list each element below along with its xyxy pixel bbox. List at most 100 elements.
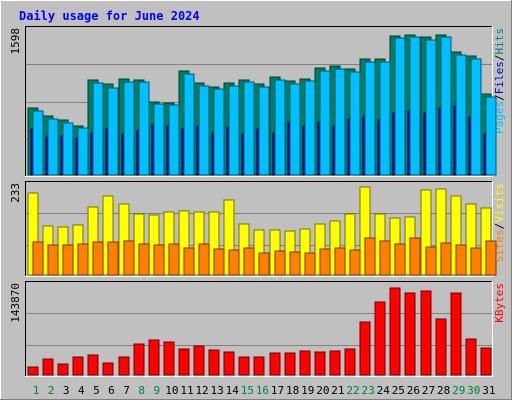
bar-pages-day-29	[455, 54, 467, 176]
bar-kbytes-day-2	[42, 358, 54, 376]
bar-pages-day-9	[153, 103, 165, 176]
bar-sites-day-2	[47, 244, 59, 276]
bar-pages-day-2	[47, 118, 59, 176]
bar-sites-day-27	[425, 246, 437, 276]
bar-sites-day-14	[228, 249, 240, 276]
bar-pages-day-26	[409, 36, 421, 176]
bar-sites-day-17	[274, 250, 286, 276]
bar-sites-day-10	[168, 243, 180, 276]
bar-pages-day-5	[92, 82, 104, 176]
x-tick-label-day-16: 16	[256, 384, 269, 397]
bar-kbytes-day-5	[87, 354, 99, 376]
x-tick-label-day-14: 14	[226, 384, 240, 397]
bar-sites-day-4	[77, 243, 89, 276]
bar-pages-day-16	[258, 86, 270, 176]
bar-pages-day-10	[168, 104, 180, 176]
x-tick-label-day-2: 2	[48, 384, 55, 397]
x-tick-label-day-27: 27	[422, 384, 435, 397]
x-tick-label-day-12: 12	[195, 384, 208, 397]
bar-sites-day-21	[334, 247, 346, 276]
bar-pages-day-17	[274, 79, 286, 176]
bar-kbytes-day-24	[374, 301, 386, 376]
x-tick-label-day-3: 3	[63, 384, 70, 397]
x-tick-label-day-29: 29	[452, 384, 465, 397]
bar-sites-day-31	[485, 240, 497, 276]
x-tick-label-day-24: 24	[377, 384, 391, 397]
bar-sites-day-28	[440, 242, 452, 276]
bar-sites-day-19	[304, 252, 316, 276]
x-tick-label-day-21: 21	[331, 384, 344, 397]
bar-kbytes-day-3	[57, 363, 69, 376]
chart-title: Daily usage for June 2024	[19, 9, 200, 23]
bar-sites-day-8	[138, 243, 150, 276]
bar-sites-day-26	[409, 237, 421, 276]
bar-kbytes-day-16	[253, 356, 265, 376]
bar-pages-day-11	[183, 73, 195, 176]
bar-pages-day-21	[334, 68, 346, 176]
bar-pages-day-31	[485, 96, 497, 176]
legend-item-hits: Hits	[493, 28, 506, 55]
bar-pages-day-7	[123, 81, 135, 176]
bar-kbytes-day-29	[450, 292, 462, 376]
bar-sites-day-6	[107, 241, 119, 276]
bar-pages-day-1	[32, 110, 44, 176]
bar-pages-day-12	[198, 85, 210, 176]
bar-kbytes-day-20	[314, 351, 326, 376]
bar-sites-day-3	[62, 244, 74, 276]
x-tick-label-day-25: 25	[392, 384, 405, 397]
bar-kbytes-day-19	[299, 350, 311, 376]
bar-sites-day-30	[470, 247, 482, 276]
x-tick-label-day-13: 13	[211, 384, 224, 397]
bar-kbytes-day-6	[102, 362, 114, 376]
bar-kbytes-day-21	[329, 350, 341, 376]
bar-kbytes-day-26	[404, 292, 416, 376]
bar-sites-day-5	[92, 241, 104, 276]
bar-kbytes-day-11	[178, 348, 190, 376]
x-tick-label-day-17: 17	[271, 384, 284, 397]
y-max-label: 143870	[9, 283, 22, 323]
bar-pages-day-23	[364, 61, 376, 176]
bar-pages-day-30	[470, 58, 482, 176]
legend-item-files: Files	[493, 61, 506, 94]
bar-sites-day-23	[364, 237, 376, 276]
bar-kbytes-day-28	[435, 318, 447, 376]
bar-kbytes-day-9	[148, 339, 160, 376]
legend-label: KBytes	[493, 283, 506, 323]
x-tick-label-day-18: 18	[286, 384, 299, 397]
x-tick-label-day-10: 10	[165, 384, 178, 397]
bar-pages-day-14	[228, 85, 240, 176]
bar-sites-day-24	[379, 240, 391, 276]
bar-kbytes-day-27	[420, 290, 432, 376]
bar-sites-day-22	[349, 249, 361, 276]
legend-item-separator: /	[493, 223, 506, 230]
bar-pages-day-27	[425, 39, 437, 176]
bar-kbytes-day-1	[27, 366, 39, 376]
bar-sites-day-25	[394, 243, 406, 276]
bar-kbytes-day-4	[72, 356, 84, 376]
bar-pages-day-18	[289, 83, 301, 176]
bar-kbytes-day-12	[193, 345, 205, 376]
bar-pages-day-28	[440, 36, 452, 176]
x-tick-label-day-6: 6	[108, 384, 115, 397]
bar-pages-day-13	[213, 88, 225, 176]
bar-kbytes-day-31	[480, 347, 492, 376]
bar-pages-day-8	[138, 81, 150, 176]
bar-sites-day-7	[123, 240, 135, 276]
bar-kbytes-day-7	[118, 356, 130, 376]
bar-pages-day-20	[319, 70, 331, 176]
bar-pages-day-3	[62, 122, 74, 176]
y-max-label: 1598	[9, 28, 22, 55]
bar-kbytes-day-30	[465, 338, 477, 376]
x-tick-label-day-8: 8	[138, 384, 145, 397]
bar-pages-day-22	[349, 71, 361, 176]
bar-sites-day-11	[183, 247, 195, 276]
x-tick-label-day-26: 26	[407, 384, 420, 397]
x-tick-label-day-19: 19	[301, 384, 314, 397]
x-tick-label-day-22: 22	[346, 384, 359, 397]
bar-sites-day-9	[153, 244, 165, 276]
bar-sites-day-1	[32, 241, 44, 276]
x-tick-label-day-11: 11	[180, 384, 193, 397]
